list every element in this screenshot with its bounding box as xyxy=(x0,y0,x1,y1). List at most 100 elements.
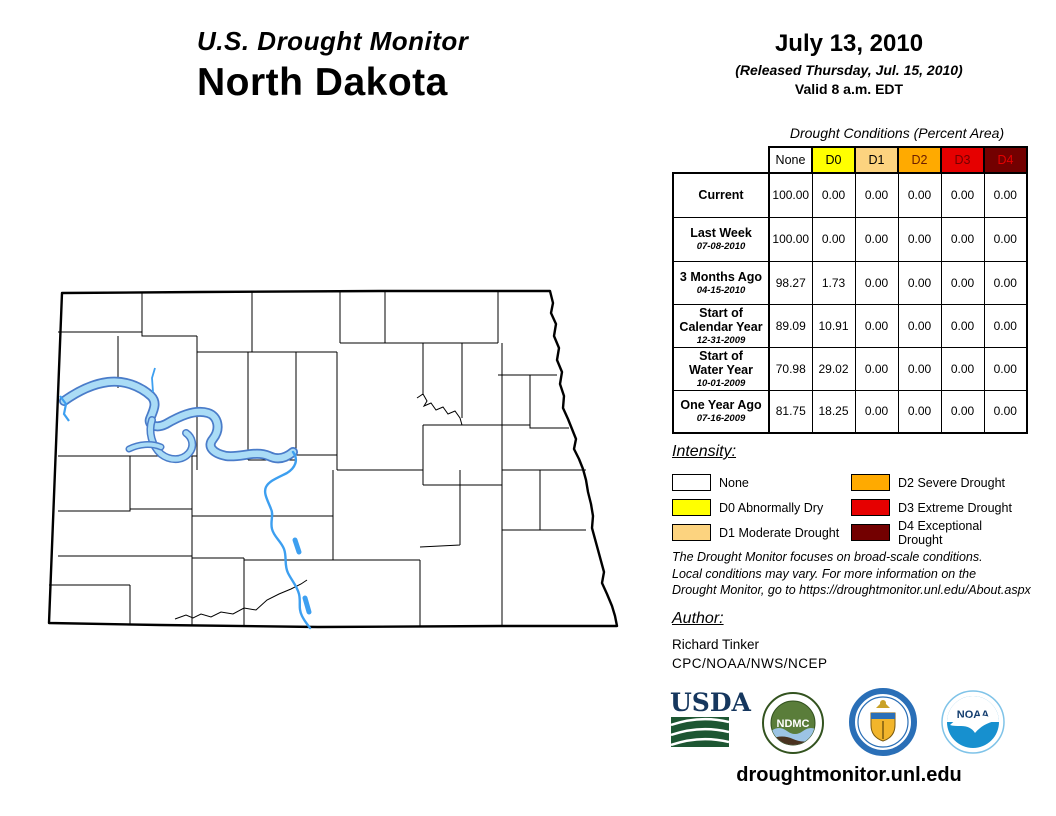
drought-conditions-table: None D0 D1 D2 D3 D4 Current 100.00 0.00 … xyxy=(672,146,1028,434)
cell-value: 0.00 xyxy=(983,303,1028,348)
legend-title: Intensity: xyxy=(672,443,737,460)
col-header-d0: D0 xyxy=(811,146,856,174)
cell-value: 0.00 xyxy=(897,303,942,348)
swatch-d0 xyxy=(672,499,711,516)
author-title: Author: xyxy=(672,610,724,627)
cell-value: 0.00 xyxy=(854,216,899,262)
cell-value: 70.98 xyxy=(768,346,813,391)
row-label: Start of Water Year xyxy=(689,348,753,377)
row-label: Start of Calendar Year xyxy=(679,305,763,334)
cell-value: 0.00 xyxy=(854,172,899,218)
cell-value: 1.73 xyxy=(811,260,856,305)
cell-value: 0.00 xyxy=(854,346,899,391)
col-header-d1: D1 xyxy=(854,146,899,174)
row-date: 04-15-2010 xyxy=(696,284,746,296)
legend-label: D2 Severe Drought xyxy=(898,475,1006,490)
usda-wordmark: USDA xyxy=(670,688,752,717)
disclaimer: The Drought Monitor focuses on broad-sca… xyxy=(672,549,1031,599)
cell-value: 0.00 xyxy=(983,260,1028,305)
cell-value: 89.09 xyxy=(768,303,813,348)
cell-value: 100.00 xyxy=(768,172,813,218)
col-header-none: None xyxy=(768,146,813,174)
cell-value: 0.00 xyxy=(983,346,1028,391)
legend-grid: None D2 Severe Drought D0 Abnormally Dry… xyxy=(672,470,1028,547)
legend-item-d3: D3 Extreme Drought xyxy=(851,495,1028,520)
agency-logos: USDA NDMC xyxy=(668,687,1018,757)
legend-label: D1 Moderate Drought xyxy=(719,525,840,540)
cell-value: 0.00 xyxy=(897,260,942,305)
ndmc-logo: NDMC xyxy=(762,692,824,754)
logos-svg: USDA NDMC xyxy=(670,688,1005,756)
cell-value: 0.00 xyxy=(940,260,985,305)
noaa-logo: NOAA xyxy=(941,690,1005,754)
disclaimer-line: Drought Monitor, go to https://droughtmo… xyxy=(672,583,1031,597)
report-date: July 13, 2010 xyxy=(774,30,924,57)
date-block: July 13, 2010 (Released Thursday, Jul. 1… xyxy=(672,30,1026,97)
author-org: CPC/NOAA/NWS/NCEP xyxy=(672,656,828,671)
cell-value: 0.00 xyxy=(983,216,1028,262)
cell-value: 0.00 xyxy=(940,172,985,218)
cell-value: 18.25 xyxy=(811,389,856,434)
swatch-d1 xyxy=(672,524,711,541)
row-date: 07-08-2010 xyxy=(696,241,746,252)
table-row: 3 Months Ago 04-15-2010 98.27 1.73 0.00 0… xyxy=(672,260,1028,305)
col-header-d2: D2 xyxy=(897,146,942,174)
footer-url: droughtmonitor.unl.edu xyxy=(736,764,962,786)
table-row: Current 100.00 0.00 0.00 0.00 0.00 0.00 xyxy=(672,172,1028,218)
cell-value: 0.00 xyxy=(811,216,856,262)
ndmc-wordmark: NDMC xyxy=(777,718,810,730)
legend-label: D0 Abnormally Dry xyxy=(719,500,824,515)
cell-value: 0.00 xyxy=(854,303,899,348)
legend-label: D3 Extreme Drought xyxy=(898,500,1012,515)
legend-item-none: None xyxy=(672,470,851,495)
swatch-none xyxy=(672,474,711,491)
cell-value: 0.00 xyxy=(940,216,985,262)
program-title: U.S. Drought Monitor xyxy=(197,26,469,56)
row-date: 12-31-2009 xyxy=(696,334,746,346)
cell-value: 0.00 xyxy=(897,389,942,434)
disclaimer-line: The Drought Monitor focuses on broad-sca… xyxy=(672,550,983,564)
cell-value: 0.00 xyxy=(897,346,942,391)
title-block: U.S. Drought Monitor North Dakota xyxy=(197,26,468,105)
valid-time: Valid 8 a.m. EDT xyxy=(794,81,904,97)
cell-value: 0.00 xyxy=(983,389,1028,434)
jagged-county-line xyxy=(174,579,308,620)
col-header-d4: D4 xyxy=(983,146,1028,174)
table-header-row: None D0 D1 D2 D3 D4 xyxy=(673,146,1028,174)
cell-value: 0.00 xyxy=(897,216,942,262)
cell-value: 0.00 xyxy=(854,389,899,434)
table-row: Last Week 07-08-2010 100.00 0.00 0.00 0.0… xyxy=(672,216,1028,262)
table-row: One Year Ago 07-16-2009 81.75 18.25 0.00 … xyxy=(672,389,1028,434)
missouri-river xyxy=(59,367,312,630)
row-date: 07-16-2009 xyxy=(696,413,746,425)
header-spacer xyxy=(673,147,769,173)
commerce-seal xyxy=(849,688,917,756)
swatch-d3 xyxy=(851,499,890,516)
cell-value: 10.91 xyxy=(811,303,856,348)
cell-value: 0.00 xyxy=(940,389,985,434)
author-block: Author: Richard Tinker CPC/NOAA/NWS/NCEP xyxy=(672,610,828,671)
cell-value: 29.02 xyxy=(811,346,856,391)
row-label: 3 Months Ago xyxy=(679,269,763,284)
cell-value: 0.00 xyxy=(854,260,899,305)
table-caption: Drought Conditions (Percent Area) xyxy=(789,125,1005,141)
row-date: 10-01-2009 xyxy=(696,377,746,389)
region-title: North Dakota xyxy=(197,61,448,104)
north-dakota-map xyxy=(47,289,619,630)
row-label: One Year Ago xyxy=(680,398,762,413)
legend-item-d0: D0 Abnormally Dry xyxy=(672,495,851,520)
legend-item-d1: D1 Moderate Drought xyxy=(672,520,851,545)
table-row: Start of Calendar Year 12-31-2009 89.09 1… xyxy=(672,303,1028,348)
disclaimer-line: Local conditions may vary. For more info… xyxy=(672,566,977,581)
lake-sakakawea xyxy=(59,376,298,464)
author-name: Richard Tinker xyxy=(672,637,760,652)
row-label: Current xyxy=(698,188,744,203)
swatch-d2 xyxy=(851,474,890,491)
col-header-d3: D3 xyxy=(940,146,985,174)
usda-logo: USDA xyxy=(670,688,752,747)
state-outline xyxy=(47,289,619,629)
cell-value: 0.00 xyxy=(811,172,856,218)
table-row: Start of Water Year 10-01-2009 70.98 29.0… xyxy=(672,346,1028,391)
cell-value: 100.00 xyxy=(768,216,813,262)
